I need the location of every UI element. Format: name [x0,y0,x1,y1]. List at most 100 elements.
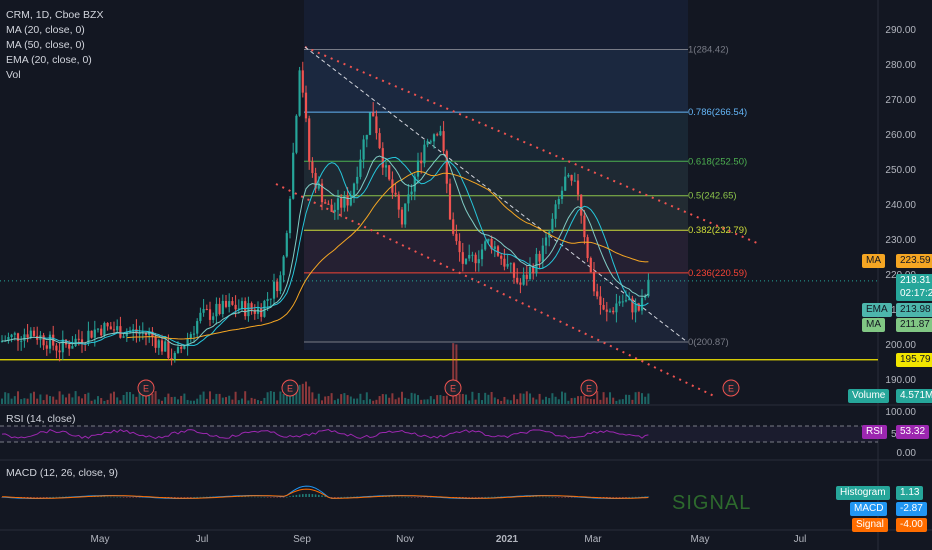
volume-bar [458,393,461,404]
volume-bar [596,391,599,404]
volume-bar [349,396,352,404]
volume-bar [570,398,573,404]
volume-bar [586,398,589,404]
candle-body [503,258,506,267]
candle-body [276,281,279,292]
fib-label: 0.236(220.59) [688,268,747,279]
volume-bar [500,400,503,404]
candle-body [461,252,464,264]
volume-bar [212,399,215,404]
macd-hist-bar [599,497,602,498]
volume-bar [250,397,253,404]
rsi-legend[interactable]: RSI (14, close) [6,413,76,425]
candle-body [416,160,420,177]
macd-hist-bar [308,493,310,497]
macd-hist-bar [465,497,467,498]
candle-body [282,256,285,276]
macd-hist-bar [404,496,406,498]
volume-bar [132,394,135,404]
macd-legend[interactable]: MACD (12, 26, close, 9) [6,467,119,479]
macd-hist-bar [388,496,390,498]
candle-body [458,241,461,253]
candle-body [32,330,36,336]
macd-hist-bar [458,497,461,498]
candle-body [135,329,138,334]
volume-bar [145,395,147,404]
macd-hist-bar [244,496,246,498]
volume-bar [609,392,611,404]
legend-ema20[interactable]: EMA (20, close, 0) [6,54,92,66]
price-tick-label: 190.00 [885,375,916,386]
legend-ma50[interactable]: MA (50, close, 0) [6,39,85,51]
legend-ma20[interactable]: MA (20, close, 0) [6,24,85,36]
ma50-line [126,170,649,340]
candle-body [237,308,240,310]
macd-hist-bar [202,496,205,498]
candle-body [253,309,256,314]
macd-hist-bar [167,497,170,498]
volume-bar [445,395,448,404]
volume-bar [516,399,519,404]
volume-bar [484,392,487,404]
macd-hist-bar [254,496,256,498]
volume-bar [109,393,112,404]
macd-hist-bar [638,496,640,498]
macd-hist-bar [542,496,544,498]
legend-vol[interactable]: Vol [6,69,21,81]
macd-hist-bar [276,497,278,498]
macd-hist-bar [414,497,416,498]
volume-bar [81,398,83,404]
volume-bar [301,383,304,404]
macd-tag-label: MACD [850,502,888,516]
candle-body [333,209,336,212]
candle-body [516,277,519,283]
volume-bar [522,393,525,404]
volume-bar [189,400,192,404]
candle-body [167,341,170,359]
candle-body [122,336,125,338]
volume-bar [535,399,538,404]
macd-hist-bar [46,497,48,498]
candle-body [61,339,64,353]
candle-body [202,308,205,313]
volume-bar [388,397,391,404]
macd-hist-bar [385,496,387,498]
countdown-tag: 02:17:20 [896,287,932,301]
volume-bar [129,392,131,404]
candle-body [349,197,352,206]
volume-bar [164,397,167,404]
candle-body [394,192,397,195]
candle-body [180,347,183,349]
volume-bar [103,400,106,404]
volume-bar [321,400,323,404]
legend-symbol[interactable]: CRM, 1D, Cboe BZX [6,9,104,21]
volume-bar [599,399,602,404]
macd-hist-bar [548,496,550,498]
channel-lower-line [275,183,717,398]
candle-body [640,297,644,311]
volume-bar [74,391,77,404]
volume-bar [241,398,243,404]
volume-bar [218,393,221,404]
macd-hist-bar [343,496,346,498]
volume-bar [247,400,250,404]
candle-body [439,131,442,136]
volume-bar [173,396,176,404]
candle-body [535,253,538,274]
candle-body [285,233,288,257]
volume-bar [557,399,560,404]
volume-bar [113,391,115,404]
volume-bar [625,394,627,404]
volume-bar [461,393,464,404]
macd-hist-bar [318,494,320,497]
macd-hist-bar [62,496,64,498]
macd-tag-value: -2.87 [896,502,927,516]
macd-hist-bar [135,497,138,498]
rsi-line [1,428,649,440]
volume-bar [39,394,42,404]
volume-bar [77,396,80,404]
candle-body [295,115,298,153]
candle-body [212,316,215,320]
macd-hist-bar [410,497,413,498]
